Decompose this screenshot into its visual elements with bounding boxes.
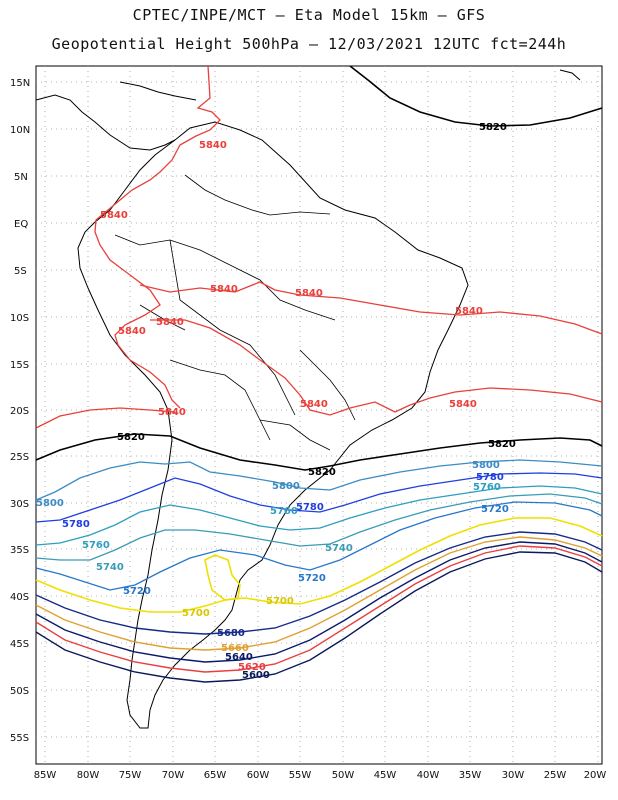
contour-5740 [35, 493, 603, 561]
lon-label: 80W [77, 770, 100, 781]
contour-label-5740: 5740 [96, 562, 124, 573]
caribbean-coastline [119, 81, 197, 101]
contour-5800 [35, 459, 603, 501]
contour-label-5820: 5820 [308, 467, 336, 478]
contour-label-5600: 5600 [242, 670, 270, 681]
island-coastline [559, 69, 581, 81]
south-america-coastline [77, 121, 469, 729]
lat-label: 45S [10, 639, 29, 650]
lat-label: EQ [14, 219, 28, 230]
contour-label-5760: 5760 [82, 540, 110, 551]
lat-label: 50S [10, 686, 29, 697]
lon-label: 20W [584, 770, 607, 781]
map-subtitle: Geopotential Height 500hPa – 12/03/2021 … [51, 35, 567, 53]
lon-label: 25W [544, 770, 567, 781]
contour-label-5720: 5720 [481, 504, 509, 515]
contour-label-5820: 5820 [117, 432, 145, 443]
lat-label: 20S [10, 406, 29, 417]
contour-5840-amazon [139, 281, 603, 335]
contour-5840-group [35, 65, 603, 429]
lon-label: 85W [34, 770, 57, 781]
contour-label-5840: 5840 [455, 306, 483, 317]
contour-label-5780: 5780 [62, 519, 90, 530]
contour-5840-west-tropics [94, 65, 221, 409]
lat-label: 55S [10, 733, 29, 744]
lat-label: 25S [10, 452, 29, 463]
contour-labels: 5840 5840 5840 5840 5840 5840 5840 5840 … [36, 122, 516, 681]
lat-label: 35S [10, 545, 29, 556]
lat-label: 5S [14, 266, 27, 277]
contour-label-5840: 5840 [158, 407, 186, 418]
lat-label: 5N [14, 172, 28, 183]
contour-5820-south [35, 433, 603, 471]
contour-label-5700: 5700 [266, 596, 294, 607]
contour-label-5740: 5740 [325, 543, 353, 554]
contour-label-5760: 5760 [270, 506, 298, 517]
lon-label: 30W [502, 770, 525, 781]
contour-5700-closed [204, 554, 241, 601]
longitude-labels: 85W 80W 75W 70W 65W 60W 55W 50W 45W 40W … [34, 770, 607, 781]
lat-label: 15N [10, 78, 30, 89]
contour-label-5800: 5800 [272, 481, 300, 492]
contour-5660 [35, 536, 603, 651]
lon-label: 45W [374, 770, 397, 781]
contour-label-5660: 5660 [221, 643, 249, 654]
contour-5680 [35, 531, 603, 635]
contour-5760 [35, 485, 603, 546]
contour-label-5780: 5780 [476, 472, 504, 483]
contour-label-5800: 5800 [36, 498, 64, 509]
central-america-coastline [35, 94, 176, 151]
lon-label: 55W [289, 770, 312, 781]
contour-label-5840: 5840 [100, 210, 128, 221]
contour-label-5820: 5820 [488, 439, 516, 450]
lon-label: 75W [119, 770, 142, 781]
contour-5720 [35, 501, 603, 591]
contour-label-5680: 5680 [217, 628, 245, 639]
contour-label-5620: 5620 [238, 662, 266, 673]
contour-label-5720: 5720 [123, 586, 151, 597]
map-title: CPTEC/INPE/MCT – Eta Model 15km – GFS [132, 6, 486, 24]
contour-label-5820: 5820 [479, 122, 507, 133]
lon-label: 65W [204, 770, 227, 781]
lon-label: 60W [247, 770, 270, 781]
lon-label: 40W [417, 770, 440, 781]
contour-label-5840: 5840 [118, 326, 146, 337]
contour-label-5840: 5840 [199, 140, 227, 151]
contour-5620 [35, 545, 603, 673]
contour-label-5840: 5840 [300, 399, 328, 410]
contour-label-5700: 5700 [182, 608, 210, 619]
latitude-labels: 15N 10N 5N EQ 5S 10S 15S 20S 25S 30S 35S… [10, 78, 30, 744]
map-frame [35, 65, 603, 765]
lat-label: 10N [10, 125, 30, 136]
contour-label-5760: 5760 [473, 482, 501, 493]
lon-label: 70W [162, 770, 185, 781]
contour-5780 [35, 472, 603, 523]
lat-label: 15S [10, 360, 29, 371]
lat-label: 10S [10, 313, 29, 324]
contour-label-5840: 5840 [449, 399, 477, 410]
contour-label-5840: 5840 [210, 284, 238, 295]
contour-5840-inland [150, 319, 603, 416]
contour-label-5840: 5840 [156, 317, 184, 328]
lon-label: 35W [459, 770, 482, 781]
contour-label-5780: 5780 [296, 502, 324, 513]
lon-label: 50W [332, 770, 355, 781]
contour-5640 [35, 541, 603, 663]
contour-label-5800: 5800 [472, 460, 500, 471]
lat-label: 40S [10, 592, 29, 603]
contour-5600 [35, 551, 603, 683]
contour-5840-south [35, 407, 176, 429]
contour-label-5720: 5720 [298, 573, 326, 584]
contour-label-5640: 5640 [225, 652, 253, 663]
contour-5820-north [349, 65, 603, 127]
contour-label-5840: 5840 [295, 288, 323, 299]
contour-5820-group [35, 65, 603, 471]
lat-label: 30S [10, 499, 29, 510]
contour-5700 [35, 517, 603, 613]
